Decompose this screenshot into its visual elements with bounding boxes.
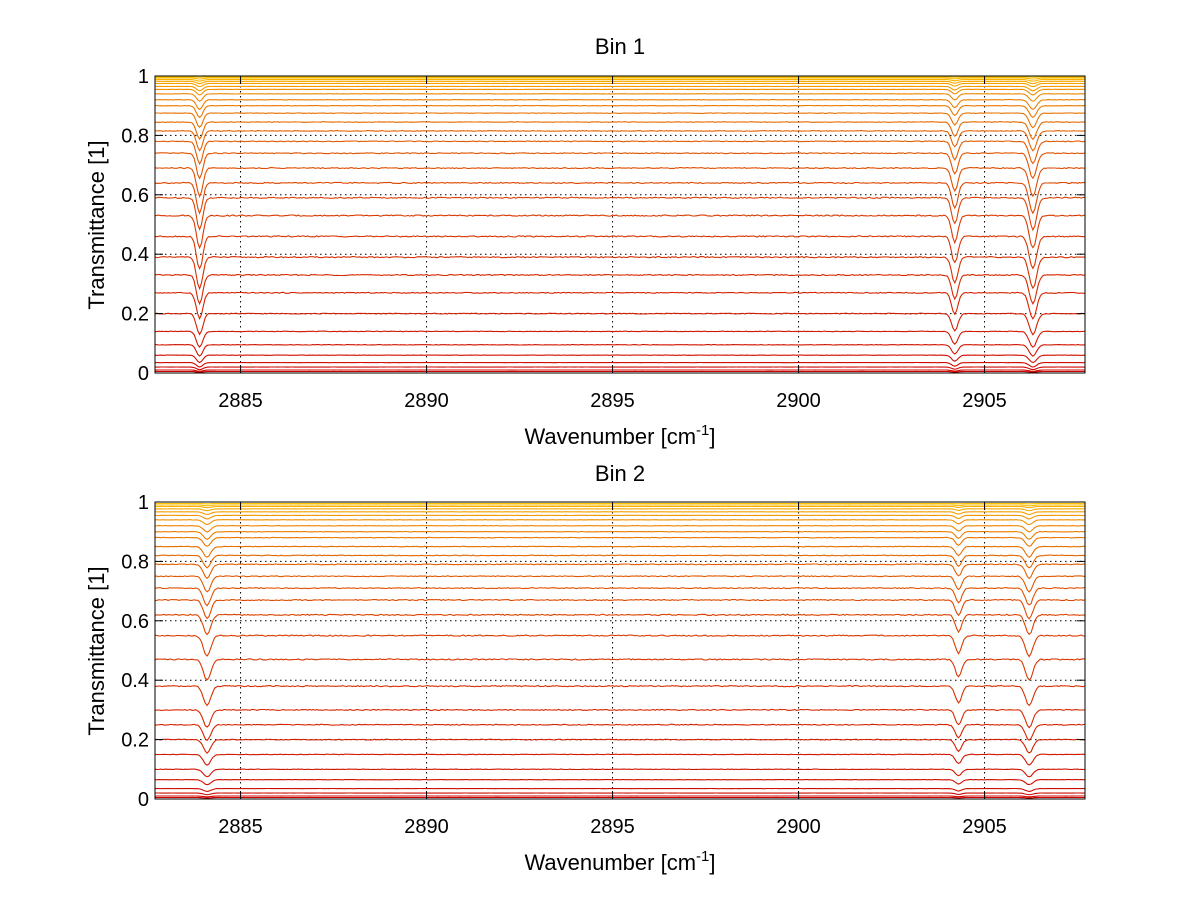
series-line [154,344,1085,357]
y-tick-label: 1 [138,66,149,88]
y-tick-label: 0.6 [121,611,149,633]
y-tick-label: 0.4 [121,244,149,266]
x-tick-label: 2905 [962,816,1007,838]
x-axis-label: Wavenumber [cm-1] [524,848,715,875]
series-line [155,82,1085,88]
y-tick-label: 0 [138,789,149,811]
series-line [154,181,1086,215]
x-tick-label: 2900 [776,816,821,838]
series-line [154,361,1086,368]
series-line [155,273,1086,306]
chart-title: Bin 2 [595,461,645,486]
series-line [155,514,1086,520]
y-tick-label: 0.2 [121,304,149,326]
series-line [154,121,1086,141]
subplot-bin-1: Bin 1 2885 2890 2895 2900 2905 0 0.2 0.4 0.6 0.8 1… [84,34,1086,449]
series-line [154,152,1086,180]
subplot-bin-2: Bin 2 2885 2890 2895 2900 2905 0 0.2 0.4 0.6 0.8 1… [84,461,1086,875]
grid [155,76,1085,373]
series-line [155,112,1085,129]
series-line [155,504,1085,507]
series-line [155,77,1085,80]
series-line [154,658,1086,681]
series-line [154,779,1086,786]
series-line [154,554,1086,569]
x-axis-label: Wavenumber [cm-1] [524,422,715,449]
chart-title: Bin 1 [595,34,645,59]
series-line [155,684,1086,707]
series-line [154,536,1086,547]
series-line [155,792,1086,796]
y-tick-label: 0.6 [121,185,149,207]
series-line [155,505,1085,509]
y-axis-label: Transmittance [1] [84,566,109,735]
series-line [154,753,1086,766]
plot-frame [154,75,1086,374]
series-line [154,708,1086,729]
series-line [154,235,1086,271]
series-line [155,330,1086,348]
series-group [154,501,1086,800]
series-line [154,795,1085,798]
y-tick-label: 0.4 [121,670,149,692]
series-line [155,196,1086,232]
series-line [154,312,1086,336]
y-tick-label: 0.8 [121,551,149,573]
series-line [154,738,1086,755]
series-line [155,530,1086,541]
series-line [155,354,1086,364]
series-line [155,787,1086,792]
series-line [154,586,1086,607]
y-tick-label: 1 [138,492,149,514]
series-line [155,369,1085,372]
series-line [154,255,1086,291]
x-tick-label: 2890 [404,816,449,838]
series-line [154,214,1086,250]
series-line [154,88,1086,96]
plot-frame [154,501,1086,800]
series-line [154,768,1086,778]
series-line [155,85,1085,92]
series-line [154,575,1086,593]
series-line [154,598,1086,620]
x-tick-label: 2885 [218,390,263,412]
x-tick-label: 2905 [962,390,1007,412]
y-tick-label: 0.2 [121,730,149,752]
series-line [155,366,1085,371]
tick-group: 2885 2890 2895 2900 2905 0 0.2 0.4 0.6 0.8 1 [121,66,1085,412]
series-line [154,78,1085,82]
series-line [155,93,1086,102]
y-tick-label: 0 [138,363,149,385]
x-tick-label: 2895 [590,816,635,838]
series-line [154,130,1086,152]
y-axis-label: Transmittance [1] [84,140,109,309]
series-line [154,519,1086,526]
series-line [154,723,1085,742]
series-line [155,99,1086,111]
x-tick-label: 2895 [590,390,635,412]
x-tick-label: 2885 [218,816,263,838]
series-group [154,75,1086,374]
series-line [154,613,1085,636]
series-line [154,104,1086,119]
series-line [154,525,1086,533]
series-line [154,634,1086,658]
series-line [154,166,1086,198]
tick-group: 2885 2890 2895 2900 2905 0 0.2 0.4 0.6 0.8 1 [121,492,1085,838]
series-line [155,370,1085,373]
x-tick-label: 2890 [404,390,449,412]
series-line [154,140,1086,166]
series-line [154,545,1085,558]
series-line [154,563,1086,580]
y-tick-label: 0.8 [121,125,149,147]
series-line [155,511,1086,516]
series-line [154,508,1085,512]
series-line [154,291,1086,320]
x-tick-label: 2900 [776,390,821,412]
series-line [155,80,1086,85]
